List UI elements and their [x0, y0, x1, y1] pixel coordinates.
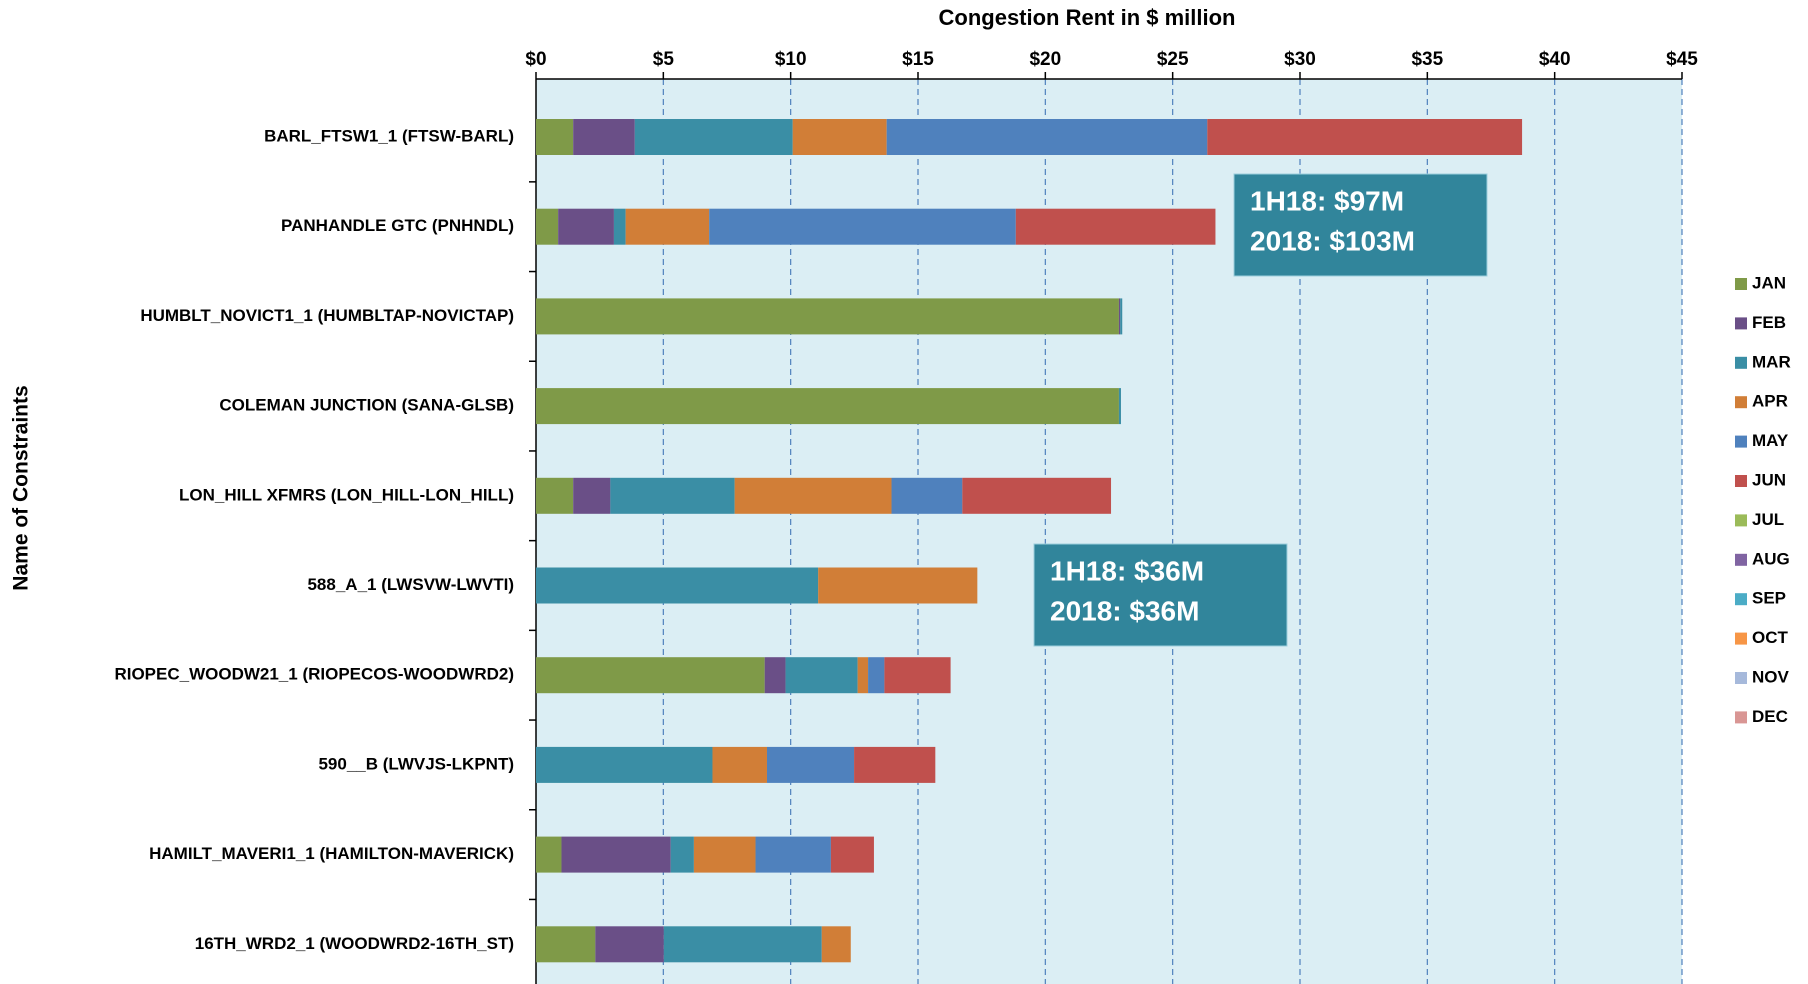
x-tick-label: $30: [1284, 49, 1316, 70]
bar-segment: [857, 657, 869, 694]
annotation-text: 1H18: $36M: [1050, 555, 1204, 586]
bar-segment: [536, 746, 713, 783]
x-tick-label: $20: [1029, 49, 1061, 70]
bar-segment: [536, 119, 574, 155]
legend-swatch: [1735, 514, 1747, 527]
bar-segment: [536, 388, 1119, 425]
chart-title: Congestion Rent in $ million: [939, 5, 1236, 30]
legend-swatch: [1735, 475, 1747, 487]
bar-segment: [595, 926, 664, 963]
x-tick-label: $0: [525, 49, 546, 70]
y-tick-label: 16TH_WRD2_1 (WOODWRD2-16TH_ST): [195, 934, 514, 953]
legend-label: FEB: [1752, 313, 1786, 332]
bar-segment: [884, 657, 951, 694]
legend-label: OCT: [1752, 628, 1789, 647]
bar-segment: [1118, 388, 1121, 425]
legend-swatch: [1735, 396, 1747, 409]
annotation-text: 1H18: $97M: [1250, 185, 1404, 216]
bar-segment: [634, 119, 793, 155]
x-tick-label: $15: [902, 49, 934, 70]
legend-label: MAY: [1752, 431, 1789, 450]
bar-segment: [561, 836, 671, 873]
bar-segment: [670, 836, 694, 873]
bar-segment: [536, 477, 574, 514]
y-tick-label: HUMBLT_NOVICT1_1 (HUMBLTAP-NOVICTAP): [140, 306, 514, 325]
legend-label: JAN: [1752, 273, 1786, 292]
bar-segment: [663, 926, 822, 963]
bar-segment: [785, 657, 858, 694]
legend-label: AUG: [1752, 549, 1790, 568]
bar-segment: [693, 836, 756, 873]
bar-segment: [854, 746, 936, 783]
bar-segment: [1015, 208, 1216, 245]
x-tick-label: $45: [1666, 49, 1698, 70]
y-tick-label: COLEMAN JUNCTION (SANA-GLSB): [219, 396, 514, 415]
bar-segment: [962, 477, 1112, 514]
y-tick-label: BARL_FTSW1_1 (FTSW-BARL): [264, 126, 514, 145]
legend-label: JUL: [1752, 510, 1784, 529]
legend-swatch: [1735, 278, 1747, 290]
legend-label: MAR: [1752, 352, 1791, 371]
bar-segment: [1118, 298, 1121, 335]
annotation-text: 2018: $36M: [1050, 595, 1199, 626]
x-tick-label: $10: [775, 49, 807, 70]
bar-segment: [573, 119, 635, 155]
legend-swatch: [1735, 356, 1747, 369]
bar-segment: [712, 746, 767, 783]
bar-segment: [766, 746, 855, 783]
x-tick-label: $35: [1411, 49, 1443, 70]
bar-segment: [891, 477, 963, 514]
bar-segment: [764, 657, 786, 694]
bar-segment: [625, 208, 710, 245]
x-tick-label: $5: [653, 49, 675, 70]
bar-segment: [536, 836, 562, 873]
legend-swatch: [1735, 435, 1747, 448]
bar-segment: [868, 657, 885, 694]
legend-label: DEC: [1752, 707, 1788, 726]
annotation-box: [1033, 543, 1288, 647]
y-tick-label: PANHANDLE GTC (PNHNDL): [281, 216, 514, 235]
bar-segment: [573, 477, 611, 514]
legend-label: NOV: [1752, 667, 1790, 686]
legend-swatch: [1735, 553, 1747, 566]
x-tick-label: $25: [1157, 49, 1189, 70]
y-tick-label: LON_HILL XFMRS (LON_HILL-LON_HILL): [179, 485, 514, 504]
y-tick-label: RIOPEC_WOODW21_1 (RIOPECOS-WOODWRD2): [114, 665, 514, 684]
bar-segment: [610, 477, 735, 514]
bar-segment: [558, 208, 614, 245]
x-tick-label: $40: [1539, 49, 1571, 70]
legend-swatch: [1735, 711, 1747, 724]
y-tick-label: HAMILT_MAVERI1_1 (HAMILTON-MAVERICK): [149, 844, 514, 863]
bar-segment: [830, 836, 874, 873]
bar-segment: [613, 208, 626, 245]
legend-label: APR: [1752, 392, 1788, 411]
bar-segment: [821, 926, 851, 963]
legend-swatch: [1735, 593, 1747, 606]
legend-swatch: [1735, 317, 1747, 330]
bar-segment: [1120, 298, 1123, 335]
legend-label: JUN: [1752, 470, 1786, 489]
bar-segment: [536, 208, 559, 245]
bar-segment: [818, 567, 978, 604]
bar-segment: [734, 477, 892, 514]
bar-segment: [1207, 119, 1523, 155]
bar-segment: [886, 119, 1208, 155]
bar-segment: [755, 836, 831, 873]
bar-segment: [536, 567, 819, 604]
bar-segment: [536, 926, 596, 963]
legend-swatch: [1735, 672, 1747, 684]
legend-swatch: [1735, 632, 1747, 645]
bar-segment: [792, 119, 887, 155]
annotation-box: [1233, 173, 1488, 277]
bar-segment: [709, 208, 1016, 245]
y-tick-label: 590__B (LWVJS-LKPNT): [318, 754, 514, 773]
annotation-text: 2018: $103M: [1250, 225, 1415, 256]
y-axis-label: Name of Constraints: [10, 385, 33, 590]
y-tick-label: 588_A_1 (LWSVW-LWVTI): [307, 575, 514, 594]
legend-label: SEP: [1752, 589, 1786, 608]
bar-segment: [536, 298, 1119, 335]
bar-segment: [536, 657, 765, 694]
